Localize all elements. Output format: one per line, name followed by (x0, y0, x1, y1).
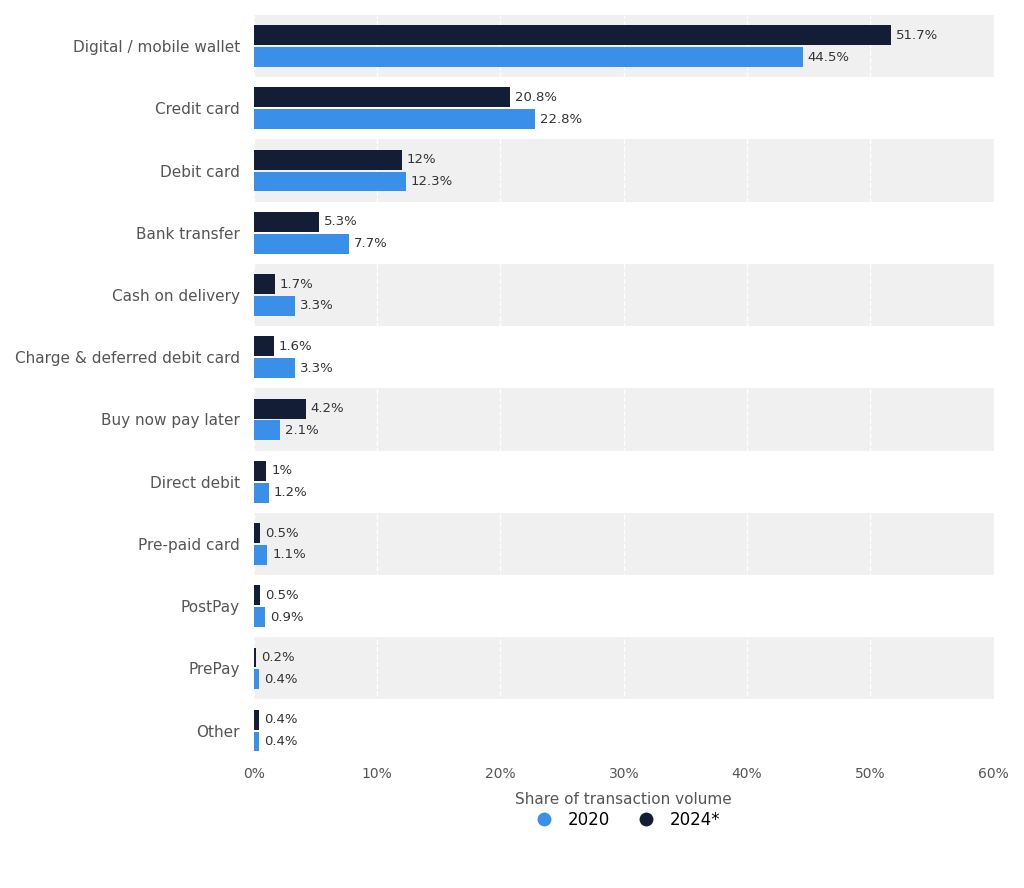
Bar (254, 88, 510, 107)
Text: 0.4%: 0.4% (264, 735, 297, 748)
Text: 1%: 1% (271, 464, 292, 478)
Text: 51.7%: 51.7% (896, 28, 938, 42)
Bar (254, 337, 273, 356)
Bar (254, 670, 259, 689)
Bar (254, 450, 993, 512)
Bar (254, 461, 266, 480)
Text: 1.2%: 1.2% (273, 486, 307, 499)
Bar (254, 274, 274, 294)
Text: 0.5%: 0.5% (265, 589, 299, 602)
Bar (254, 575, 993, 638)
Bar (254, 171, 406, 192)
Bar (254, 109, 535, 129)
Text: 4.2%: 4.2% (310, 402, 344, 415)
Text: 44.5%: 44.5% (808, 51, 850, 64)
Text: 3.3%: 3.3% (299, 299, 333, 313)
Bar (254, 710, 259, 730)
Text: 3.3%: 3.3% (299, 361, 333, 375)
Bar (254, 25, 891, 45)
Text: 2.1%: 2.1% (285, 424, 318, 437)
Bar (254, 732, 259, 751)
Bar (254, 15, 993, 77)
Bar (254, 388, 993, 450)
Text: 0.4%: 0.4% (264, 673, 297, 686)
Text: 12.3%: 12.3% (411, 175, 453, 188)
Bar (254, 326, 993, 388)
Text: 5.3%: 5.3% (325, 216, 358, 228)
Bar (254, 483, 268, 503)
Bar (254, 296, 295, 316)
Bar (254, 647, 256, 668)
Bar (254, 585, 260, 606)
Text: 7.7%: 7.7% (353, 237, 387, 250)
X-axis label: Share of transaction volume: Share of transaction volume (515, 792, 732, 807)
Bar (254, 399, 306, 418)
Legend: 2020, 2024*: 2020, 2024* (520, 805, 727, 836)
Text: 0.2%: 0.2% (261, 651, 295, 664)
Text: 22.8%: 22.8% (540, 113, 582, 126)
Bar (254, 700, 993, 762)
Bar (254, 212, 319, 232)
Bar (254, 523, 260, 543)
Bar (254, 234, 349, 254)
Text: 1.1%: 1.1% (272, 548, 306, 561)
Bar (254, 420, 280, 440)
Text: 20.8%: 20.8% (515, 91, 557, 104)
Text: 0.5%: 0.5% (265, 527, 299, 540)
Bar (254, 607, 265, 627)
Text: 1.7%: 1.7% (280, 278, 313, 290)
Bar (254, 77, 993, 139)
Bar (254, 545, 267, 565)
Text: 1.6%: 1.6% (279, 340, 312, 353)
Text: 12%: 12% (407, 153, 436, 166)
Bar (254, 264, 993, 326)
Text: 0.9%: 0.9% (270, 611, 303, 623)
Text: 0.4%: 0.4% (264, 713, 297, 726)
Bar (254, 638, 993, 700)
Bar (254, 512, 993, 575)
Bar (254, 139, 993, 202)
Bar (254, 47, 803, 67)
Bar (254, 202, 993, 264)
Bar (254, 358, 295, 378)
Bar (254, 150, 401, 170)
